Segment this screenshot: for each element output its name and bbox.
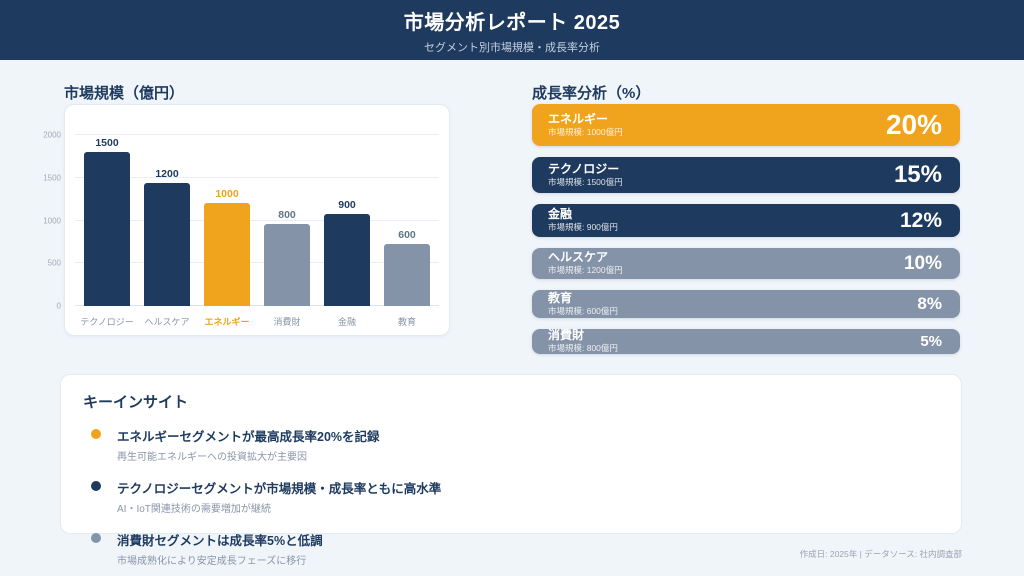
bar[interactable] bbox=[264, 223, 310, 306]
gridline bbox=[75, 176, 439, 178]
growth-card-market-size: 市場規模: 1000億円 bbox=[548, 126, 623, 137]
gridline bbox=[75, 262, 439, 264]
growth-card-percent: 8% bbox=[917, 294, 942, 313]
bar-value-label: 1000 bbox=[215, 188, 239, 201]
market-size-bar-chart: 0 500 1000 1500 2000 1500 1200 1000 800 900 … bbox=[43, 104, 450, 336]
growth-card-segment-label: 消費財 bbox=[548, 328, 585, 343]
growth-card-market-size: 市場規模: 1200億円 bbox=[548, 265, 623, 276]
page-title: 市場分析レポート 2025 bbox=[403, 11, 621, 34]
bar-column: 600 bbox=[377, 229, 437, 306]
growth-card-text: エネルギー 市場規模: 1000億円 bbox=[548, 112, 623, 138]
bullet-dot-icon bbox=[91, 481, 101, 491]
bullet-dot-icon bbox=[91, 429, 101, 439]
report-header: 市場分析レポート 2025 セグメント別市場規模・成長率分析 bbox=[0, 0, 1024, 60]
insight-headline: 消費財セグメントは成長率5%と低調 bbox=[117, 534, 323, 548]
insight-headline: エネルギーセグメントが最高成長率20%を記録 bbox=[117, 430, 380, 444]
insights-title: キーインサイト bbox=[83, 394, 189, 411]
growth-card-market-size: 市場規模: 1500億円 bbox=[548, 176, 623, 187]
bar-column: 900 bbox=[317, 199, 377, 306]
y-axis-tick: 1000 bbox=[43, 216, 61, 225]
growth-card-segment-label: テクノロジー bbox=[548, 161, 620, 176]
growth-card-percent: 5% bbox=[920, 333, 942, 350]
insight-detail: 再生可能エネルギーへの投資拡大が主要因 bbox=[117, 452, 307, 463]
insight-item: 消費財セグメントは成長率5%と低調 市場成熟化により安定成長フェーズに移行 bbox=[83, 530, 939, 567]
x-axis-label: 消費財 bbox=[273, 317, 301, 327]
growth-card-text: 教育 市場規模: 600億円 bbox=[548, 291, 618, 317]
growth-card-segment-label: 金融 bbox=[548, 207, 573, 222]
bar[interactable] bbox=[384, 244, 430, 306]
growth-card[interactable]: 教育 市場規模: 600億円 8% bbox=[532, 290, 960, 318]
growth-card[interactable]: テクノロジー 市場規模: 1500億円 15% bbox=[532, 157, 960, 193]
growth-card-percent: 15% bbox=[893, 161, 942, 188]
growth-card[interactable]: 消費財 市場規模: 800億円 5% bbox=[532, 328, 960, 354]
growth-card-segment-label: 教育 bbox=[548, 290, 573, 305]
growth-card-market-size: 市場規模: 900億円 bbox=[548, 222, 618, 233]
bar-column: 1500 bbox=[77, 137, 137, 306]
bar-column: 1200 bbox=[137, 168, 197, 306]
growth-card[interactable]: ヘルスケア 市場規模: 1200億円 10% bbox=[532, 248, 960, 279]
growth-card-segment-label: ヘルスケア bbox=[548, 250, 609, 265]
insight-text: テクノロジーセグメントが市場規模・成長率ともに高水準 AI・IoT関連技術の需要… bbox=[117, 478, 441, 515]
x-axis-label: 金融 bbox=[337, 317, 356, 327]
growth-card[interactable]: エネルギー 市場規模: 1000億円 20% bbox=[532, 104, 960, 146]
insight-item: エネルギーセグメントが最高成長率20%を記録 再生可能エネルギーへの投資拡大が主… bbox=[83, 426, 939, 463]
x-axis-label: テクノロジー bbox=[80, 317, 134, 327]
bar-value-label: 800 bbox=[278, 208, 296, 221]
x-axis-label: 教育 bbox=[397, 317, 416, 327]
y-axis-tick: 0 bbox=[56, 301, 61, 311]
insight-item: テクノロジーセグメントが市場規模・成長率ともに高水準 AI・IoT関連技術の需要… bbox=[83, 478, 939, 515]
y-axis-tick: 2000 bbox=[43, 130, 61, 140]
gridline bbox=[75, 134, 439, 135]
insight-detail: AI・IoT関連技術の需要増加が継続 bbox=[117, 504, 271, 515]
growth-card-text: 金融 市場規模: 900億円 bbox=[548, 207, 618, 233]
bar[interactable] bbox=[204, 203, 250, 306]
key-insights-card: キーインサイト エネルギーセグメントが最高成長率20%を記録 再生可能エネルギー… bbox=[60, 374, 962, 567]
insight-text: エネルギーセグメントが最高成長率20%を記録 再生可能エネルギーへの投資拡大が主… bbox=[117, 426, 380, 463]
insight-headline: テクノロジーセグメントが市場規模・成長率ともに高水準 bbox=[117, 482, 442, 496]
growth-card-segment-label: エネルギー bbox=[548, 111, 609, 126]
gridline bbox=[75, 305, 439, 306]
growth-card[interactable]: 金融 市場規模: 900億円 12% bbox=[532, 204, 960, 237]
footer-meta: 作成日: 2025年 | データソース: 社内調査部 bbox=[799, 549, 962, 559]
bar-column: 800 bbox=[257, 209, 317, 306]
growth-card-text: テクノロジー 市場規模: 1500億円 bbox=[548, 162, 623, 188]
insight-detail: 市場成熟化により安定成長フェーズに移行 bbox=[117, 556, 307, 567]
growth-card-market-size: 市場規模: 600億円 bbox=[548, 305, 618, 316]
bar-value-label: 1200 bbox=[155, 167, 179, 180]
growth-card-text: ヘルスケア 市場規模: 1200億円 bbox=[548, 250, 623, 276]
growth-card-percent: 12% bbox=[899, 208, 942, 232]
market-chart-title: 市場規模（億円） bbox=[64, 85, 185, 102]
bar-value-label: 600 bbox=[398, 229, 416, 242]
bars-row: 1500 1200 1000 800 900 600 bbox=[77, 131, 437, 306]
growth-card-text: 消費財 市場規模: 800億円 bbox=[548, 328, 618, 354]
growth-card-market-size: 市場規模: 800億円 bbox=[548, 343, 618, 354]
growth-card-percent: 20% bbox=[885, 109, 942, 140]
y-axis-tick: 500 bbox=[47, 258, 61, 268]
insight-text: 消費財セグメントは成長率5%と低調 市場成熟化により安定成長フェーズに移行 bbox=[117, 530, 323, 567]
bar-value-label: 900 bbox=[338, 198, 356, 211]
bar[interactable] bbox=[324, 213, 370, 306]
bar-column: 1000 bbox=[197, 188, 257, 306]
bar[interactable] bbox=[144, 182, 190, 306]
growth-card-percent: 10% bbox=[903, 252, 942, 274]
bar[interactable] bbox=[84, 152, 130, 306]
bar-value-label: 1500 bbox=[95, 137, 119, 150]
bullet-dot-icon bbox=[91, 533, 101, 543]
growth-rate-card-list: エネルギー 市場規模: 1000億円 20% テクノロジー 市場規模: 1500… bbox=[532, 104, 960, 354]
growth-panel-title: 成長率分析（%） bbox=[532, 85, 651, 102]
plot-area: 0 500 1000 1500 2000 1500 1200 1000 800 900 … bbox=[43, 131, 439, 311]
x-axis-labels: テクノロジー ヘルスケア エネルギー 消費財 金融 教育 bbox=[77, 315, 437, 328]
page-subtitle: セグメント別市場規模・成長率分析 bbox=[424, 41, 600, 54]
gridline bbox=[75, 219, 439, 221]
x-axis-label: エネルギー bbox=[204, 317, 250, 327]
x-axis-label: ヘルスケア bbox=[144, 317, 190, 327]
y-axis-tick: 1500 bbox=[43, 173, 61, 183]
insight-list: エネルギーセグメントが最高成長率20%を記録 再生可能エネルギーへの投資拡大が主… bbox=[83, 426, 939, 567]
